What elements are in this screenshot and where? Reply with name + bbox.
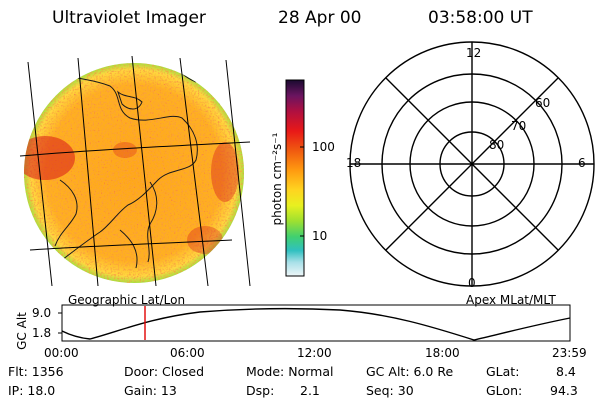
colorbar-tick-10: 10 <box>312 229 328 243</box>
colorbar <box>285 79 305 277</box>
orbit-ylabel: GC Alt <box>15 312 29 350</box>
polar-grid <box>349 41 595 287</box>
info-ip: IP: 18.0 <box>8 383 56 398</box>
date-label: 28 Apr 00 <box>278 8 362 28</box>
mlt-12-label: 12 <box>466 46 482 60</box>
orbit-xtick-0000: 00:00 <box>44 346 79 360</box>
uv-image-disk <box>19 55 251 287</box>
info-gain: Gain: 13 <box>124 383 177 398</box>
time-label: 03:58:00 UT <box>428 8 533 28</box>
orbit-y-high: 9.0 <box>32 306 52 320</box>
orbit-xtick-1200: 12:00 <box>297 346 332 360</box>
orbit-y-low: 1.8 <box>32 326 52 340</box>
orbit-xtick-1800: 18:00 <box>425 346 460 360</box>
info-glon-value: 94.3 <box>550 383 578 398</box>
info-flt: Flt: 1356 <box>8 364 64 379</box>
mlt-18-label: 18 <box>346 156 362 170</box>
info-seq: Seq: 30 <box>366 383 414 398</box>
mlt-0-label: 0 <box>468 276 476 290</box>
info-glat-label: GLat: <box>486 364 520 379</box>
apex-caption: Apex MLat/MLT <box>466 293 556 307</box>
colorbar-unit-label: photon cm⁻²s⁻¹ <box>270 132 284 226</box>
info-glat-value: 8.4 <box>556 364 576 379</box>
info-dsp-value: 2.1 <box>300 383 320 398</box>
lat-80-label: 80 <box>489 138 505 152</box>
instrument-title: Ultraviolet Imager <box>52 8 206 28</box>
lat-60-label: 60 <box>535 96 551 110</box>
info-glon-label: GLon: <box>486 383 523 398</box>
colorbar-tick-100: 100 <box>312 140 335 154</box>
orbit-altitude-plot <box>58 304 571 342</box>
info-mode: Mode: Normal <box>246 364 334 379</box>
orbit-xtick-0600: 06:00 <box>170 346 205 360</box>
lat-70-label: 70 <box>511 119 527 133</box>
info-door: Door: Closed <box>124 364 205 379</box>
info-dsp-label: Dsp: <box>246 383 275 398</box>
mlt-6-label: 6 <box>578 156 586 170</box>
info-gcalt: GC Alt: 6.0 Re <box>366 364 454 379</box>
geographic-caption: Geographic Lat/Lon <box>68 293 186 307</box>
orbit-xtick-2359: 23:59 <box>552 346 587 360</box>
